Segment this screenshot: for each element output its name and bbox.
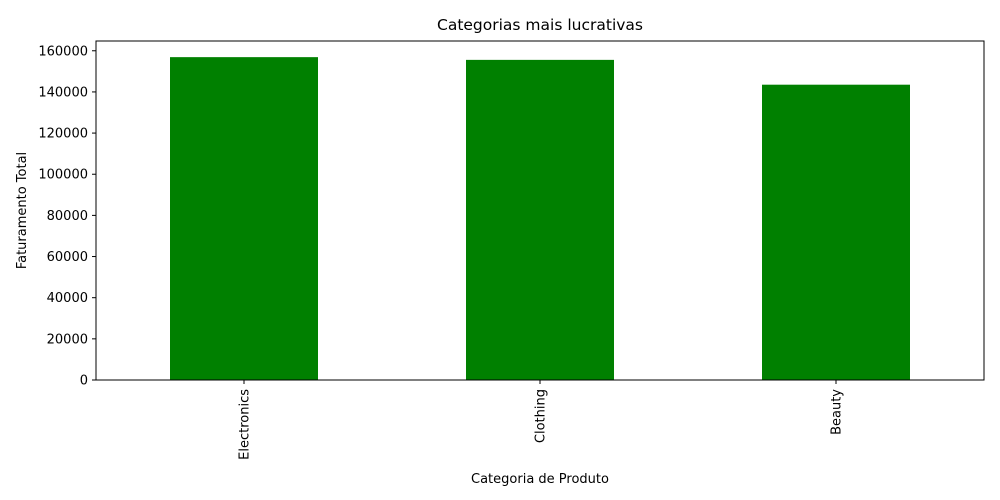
x-tick-label: Beauty — [830, 389, 845, 435]
x-axis-title: Categoria de Produto — [471, 472, 609, 487]
x-tick-label: Clothing — [534, 389, 549, 443]
x-tick-label: Electronics — [238, 389, 253, 460]
y-tick-label: 20000 — [47, 332, 88, 347]
x-axis-ticks: Electronics Clothing Beauty — [238, 380, 845, 460]
bar-clothing — [466, 59, 614, 381]
y-tick-label: 80000 — [47, 209, 88, 224]
bar-beauty — [762, 84, 910, 380]
y-tick-label: 40000 — [47, 291, 88, 306]
y-axis-ticks: 0 20000 40000 60000 80000 100000 120000 140000 1… — [38, 44, 96, 389]
y-axis-title: Faturamento Total — [15, 152, 30, 269]
bar-electronics — [170, 57, 318, 380]
y-tick-label: 100000 — [38, 168, 88, 183]
chart-title: Categorias mais lucrativas — [437, 16, 643, 34]
y-tick-label: 140000 — [38, 85, 88, 100]
y-tick-label: 60000 — [47, 250, 88, 265]
plot-area-frame — [95, 40, 985, 381]
bars-group — [170, 57, 910, 381]
y-tick-label: 120000 — [38, 127, 88, 142]
y-tick-label: 160000 — [38, 44, 88, 59]
y-tick-label: 0 — [80, 374, 88, 389]
